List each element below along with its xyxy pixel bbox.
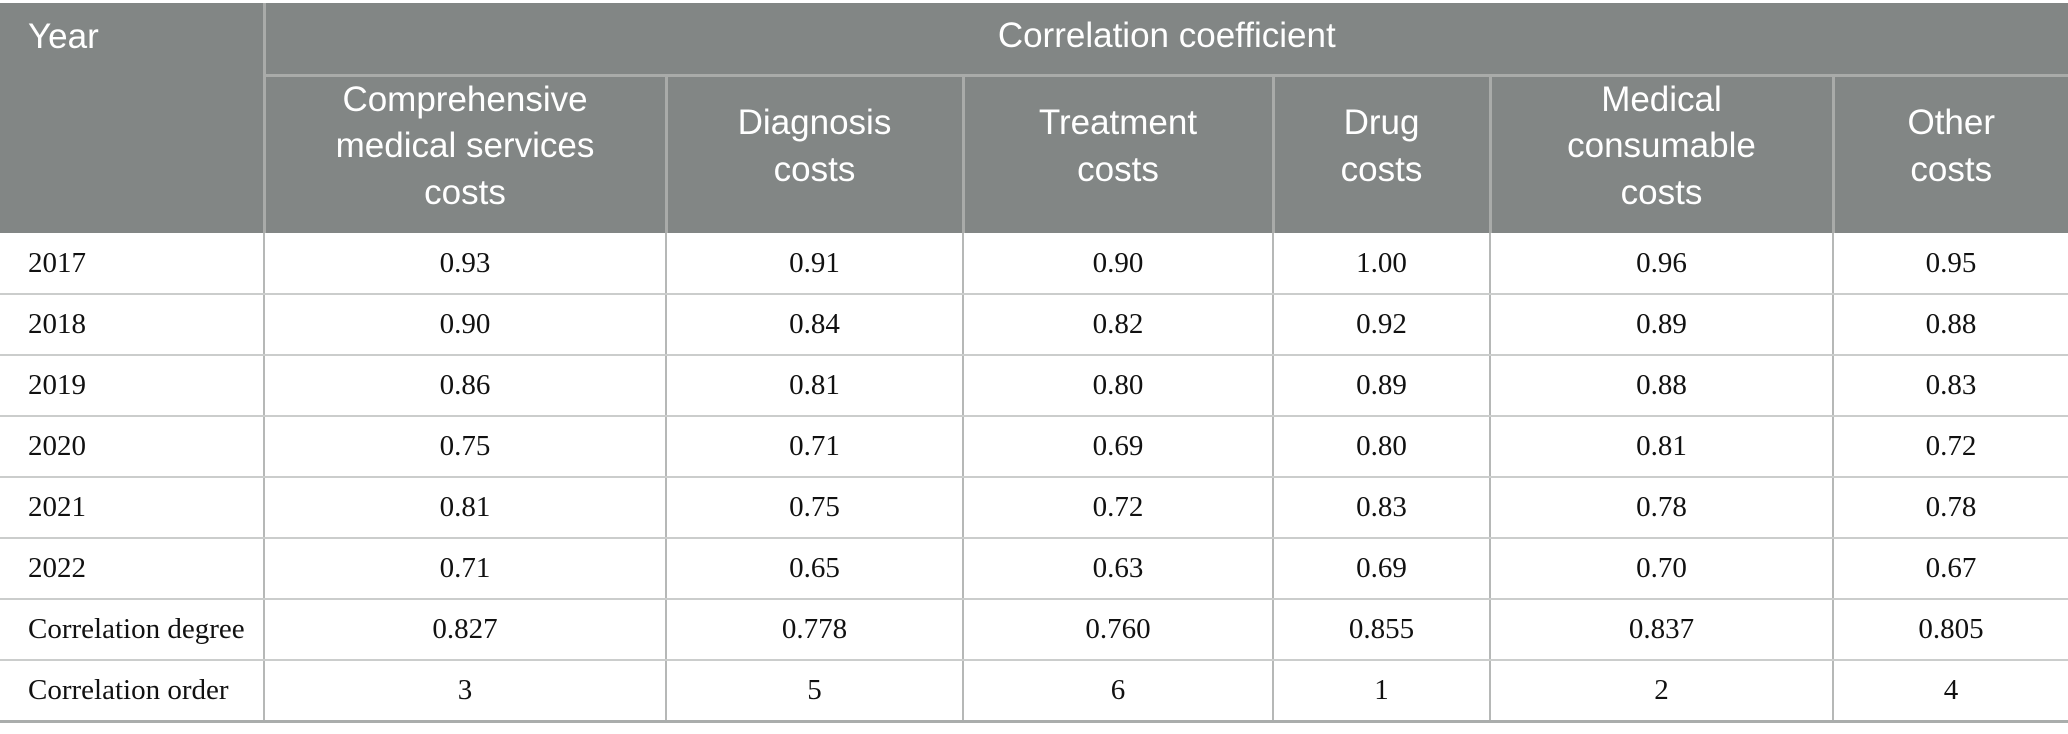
cell: 0.71 bbox=[263, 538, 666, 601]
row-label: 2022 bbox=[0, 538, 264, 601]
cell: 0.75 bbox=[665, 477, 963, 540]
cell: 0.75 bbox=[263, 416, 666, 479]
cell: 0.837 bbox=[1489, 599, 1833, 662]
cell: 0.81 bbox=[1489, 416, 1833, 479]
row-label: 2020 bbox=[0, 416, 264, 479]
row-label: 2018 bbox=[0, 294, 264, 357]
cell: 0.67 bbox=[1832, 538, 2068, 601]
year-column-header: Year bbox=[0, 3, 266, 234]
cell: 1.00 bbox=[1272, 233, 1490, 296]
cell: 4 bbox=[1832, 660, 2068, 723]
column-header-other: Other costs bbox=[1831, 75, 2068, 234]
cell: 0.69 bbox=[962, 416, 1273, 479]
cell: 0.78 bbox=[1489, 477, 1833, 540]
table-row-2018: 2018 0.90 0.84 0.82 0.92 0.89 0.88 bbox=[0, 294, 2068, 357]
cell: 0.96 bbox=[1489, 233, 1833, 296]
cell: 0.65 bbox=[665, 538, 963, 601]
correlation-table: Year Correlation coefficient Comprehensi… bbox=[0, 3, 2068, 723]
cell: 3 bbox=[263, 660, 666, 723]
cell: 0.89 bbox=[1489, 294, 1833, 357]
cell: 0.81 bbox=[263, 477, 666, 540]
table-row-2019: 2019 0.86 0.81 0.80 0.89 0.88 0.83 bbox=[0, 355, 2068, 418]
cell: 0.89 bbox=[1272, 355, 1490, 418]
cell: 0.69 bbox=[1272, 538, 1490, 601]
cell: 0.95 bbox=[1832, 233, 2068, 296]
cell: 2 bbox=[1489, 660, 1833, 723]
table-row-2021: 2021 0.81 0.75 0.72 0.83 0.78 0.78 bbox=[0, 477, 2068, 540]
column-header-diagnosis: Diagnosis costs bbox=[664, 75, 963, 234]
table-row-2022: 2022 0.71 0.65 0.63 0.69 0.70 0.67 bbox=[0, 538, 2068, 601]
row-label: Correlation order bbox=[0, 660, 264, 723]
row-label: 2021 bbox=[0, 477, 264, 540]
cell: 0.70 bbox=[1489, 538, 1833, 601]
cell: 0.83 bbox=[1832, 355, 2068, 418]
cell: 0.93 bbox=[263, 233, 666, 296]
table-row-correlation-degree: Correlation degree 0.827 0.778 0.760 0.8… bbox=[0, 599, 2068, 662]
cell: 0.72 bbox=[1832, 416, 2068, 479]
table-row-correlation-order: Correlation order 3 5 6 1 2 4 bbox=[0, 660, 2068, 723]
column-header-medical-consumable: Medical consumable costs bbox=[1488, 75, 1833, 234]
cell: 0.83 bbox=[1272, 477, 1490, 540]
cell: 0.88 bbox=[1832, 294, 2068, 357]
table-row-2017: 2017 0.93 0.91 0.90 1.00 0.96 0.95 bbox=[0, 233, 2068, 296]
table-row-2020: 2020 0.75 0.71 0.69 0.80 0.81 0.72 bbox=[0, 416, 2068, 479]
cell: 0.78 bbox=[1832, 477, 2068, 540]
cell: 0.92 bbox=[1272, 294, 1490, 357]
cell: 0.855 bbox=[1272, 599, 1490, 662]
cell: 0.88 bbox=[1489, 355, 1833, 418]
cell: 0.82 bbox=[962, 294, 1273, 357]
cell: 0.80 bbox=[962, 355, 1273, 418]
column-header-comprehensive: Comprehensive medical services costs bbox=[264, 75, 666, 234]
row-label: Correlation degree bbox=[0, 599, 264, 662]
cell: 0.827 bbox=[263, 599, 666, 662]
header-row-group: Year Correlation coefficient bbox=[0, 3, 2068, 234]
column-header-drug: Drug costs bbox=[1271, 75, 1490, 234]
cell: 0.86 bbox=[263, 355, 666, 418]
cell: 0.91 bbox=[665, 233, 963, 296]
row-label: 2019 bbox=[0, 355, 264, 418]
cell: 0.90 bbox=[962, 233, 1273, 296]
table-header: Year Correlation coefficient Comprehensi… bbox=[0, 3, 2068, 234]
cell: 0.778 bbox=[665, 599, 963, 662]
row-label: 2017 bbox=[0, 233, 264, 296]
cell: 0.84 bbox=[665, 294, 963, 357]
cell: 0.72 bbox=[962, 477, 1273, 540]
cell: 0.90 bbox=[263, 294, 666, 357]
header-row-columns: Comprehensive medical services costs Dia… bbox=[0, 75, 2068, 234]
cell: 0.760 bbox=[962, 599, 1273, 662]
cell: 0.80 bbox=[1272, 416, 1490, 479]
cell: 0.805 bbox=[1832, 599, 2068, 662]
cell: 0.63 bbox=[962, 538, 1273, 601]
cell: 0.71 bbox=[665, 416, 963, 479]
column-header-treatment: Treatment costs bbox=[961, 75, 1273, 234]
cell: 5 bbox=[665, 660, 963, 723]
cell: 0.81 bbox=[665, 355, 963, 418]
cell: 1 bbox=[1272, 660, 1490, 723]
group-header-correlation-coefficient: Correlation coefficient bbox=[264, 3, 2068, 77]
cell: 6 bbox=[962, 660, 1273, 723]
table-body: 2017 0.93 0.91 0.90 1.00 0.96 0.95 2018 … bbox=[0, 233, 2068, 723]
